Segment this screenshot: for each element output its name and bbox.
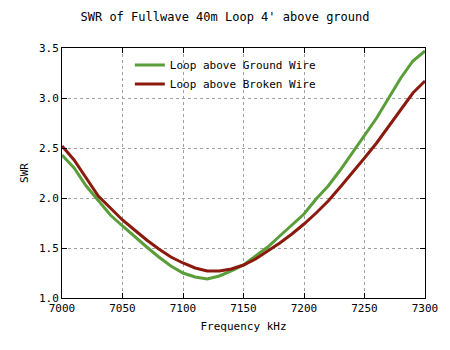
svg-text:7100: 7100 [170, 302, 197, 315]
svg-text:Loop above Ground Wire: Loop above Ground Wire [170, 59, 316, 72]
svg-text:Frequency kHz: Frequency kHz [200, 320, 286, 333]
svg-text:SWR: SWR [18, 163, 31, 183]
svg-text:7050: 7050 [109, 302, 136, 315]
svg-text:7200: 7200 [291, 302, 318, 315]
svg-text:SWR of Fullwave 40m Loop 4' ab: SWR of Fullwave 40m Loop 4' above ground [81, 10, 370, 24]
svg-text:1.5: 1.5 [39, 242, 59, 255]
svg-text:7250: 7250 [351, 302, 378, 315]
svg-text:Loop above Broken Wire: Loop above Broken Wire [170, 78, 316, 91]
svg-text:3.0: 3.0 [39, 92, 59, 105]
svg-text:2.5: 2.5 [39, 142, 59, 155]
svg-text:1.0: 1.0 [39, 292, 59, 305]
svg-text:2.0: 2.0 [39, 192, 59, 205]
svg-text:3.5: 3.5 [39, 42, 59, 55]
svg-text:7150: 7150 [230, 302, 257, 315]
svg-text:7000: 7000 [49, 302, 76, 315]
svg-text:7300: 7300 [412, 302, 439, 315]
